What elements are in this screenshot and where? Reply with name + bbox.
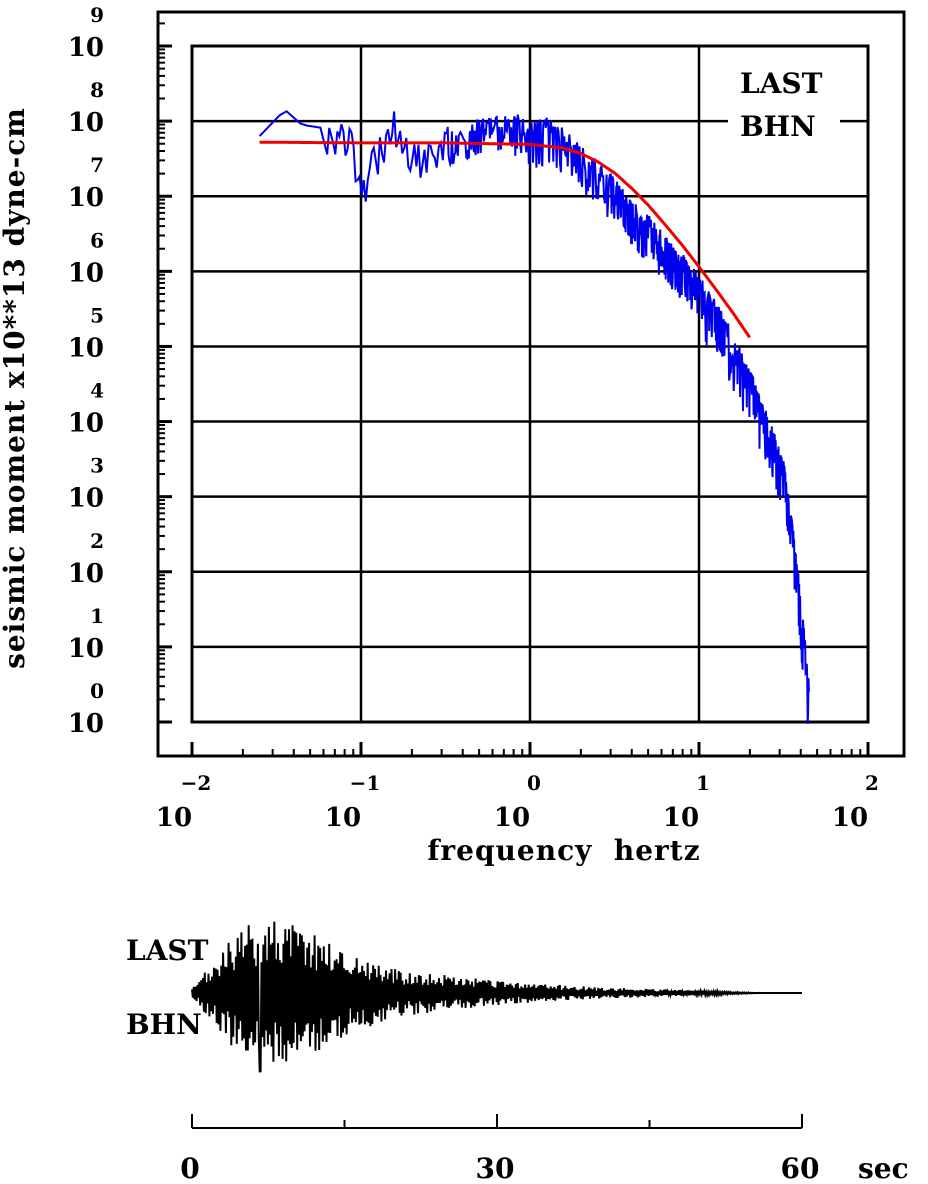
y-tick-exponent: 0 — [90, 679, 104, 703]
waveform-plot: LAST BHN 0 30 60 sec — [126, 921, 909, 1184]
y-tick-base: 10 — [68, 333, 104, 363]
y-tick-base: 10 — [68, 258, 104, 288]
y-tick-exponent: 4 — [90, 379, 104, 403]
y-tick-base: 10 — [68, 183, 104, 213]
time-axis-labels: 0 30 60 — [180, 1152, 819, 1184]
y-tick-exponent: 5 — [90, 303, 104, 327]
x-tick-exponent: −1 — [350, 771, 381, 795]
y-tick-exponent: 9 — [90, 3, 104, 27]
axis-ticks — [158, 22, 870, 756]
time-axis-ticks — [191, 1114, 803, 1128]
x-tick-base: 10 — [663, 803, 699, 833]
x-tick-exponent: −2 — [181, 771, 212, 795]
time-axis-unit: sec — [858, 1152, 909, 1184]
time-tick-label: 30 — [476, 1152, 515, 1184]
time-tick-label: 60 — [781, 1152, 820, 1184]
waveform-station: LAST — [126, 934, 209, 967]
spectrum-plot: LAST BHN 1001011021031041051061071081091… — [0, 3, 906, 867]
y-tick-base: 10 — [68, 559, 104, 589]
y-tick-base: 10 — [68, 33, 104, 63]
legend-station: LAST — [740, 67, 823, 100]
x-axis-title: frequency hertz — [427, 834, 700, 867]
x-tick-exponent: 2 — [865, 771, 879, 795]
y-tick-exponent: 8 — [90, 78, 104, 102]
y-tick-base: 10 — [68, 108, 104, 138]
x-tick-base: 10 — [156, 803, 192, 833]
waveform-trace — [191, 921, 802, 1073]
x-tick-base: 10 — [494, 803, 530, 833]
y-tick-exponent: 3 — [90, 454, 104, 478]
spectrum-series — [258, 110, 810, 724]
observed-spectrum-line — [258, 110, 810, 724]
y-tick-exponent: 2 — [90, 529, 104, 553]
y-tick-labels: 1001011021031041051061071081091010 — [68, 3, 104, 739]
x-tick-base: 10 — [832, 803, 868, 833]
y-tick-exponent: 6 — [90, 228, 104, 252]
model-fit-line — [259, 140, 751, 339]
y-tick-base: 10 — [68, 709, 104, 739]
legend-component: BHN — [740, 110, 816, 143]
time-tick-label: 0 — [180, 1152, 199, 1184]
y-tick-base: 10 — [68, 634, 104, 664]
x-tick-exponent: 0 — [527, 771, 541, 795]
legend-background — [728, 62, 840, 144]
y-tick-base: 10 — [68, 409, 104, 439]
y-tick-base: 10 — [68, 484, 104, 514]
x-tick-labels: −2 10 −1 10 0 10 1 10 2 10 — [156, 771, 879, 833]
waveform-component: BHN — [126, 1008, 202, 1041]
y-tick-exponent: 1 — [90, 604, 104, 628]
x-tick-exponent: 1 — [696, 771, 710, 795]
y-axis-title: seismic moment x10**13 dyne-cm — [0, 107, 31, 669]
y-tick-exponent: 7 — [90, 153, 104, 177]
x-tick-base: 10 — [325, 803, 361, 833]
